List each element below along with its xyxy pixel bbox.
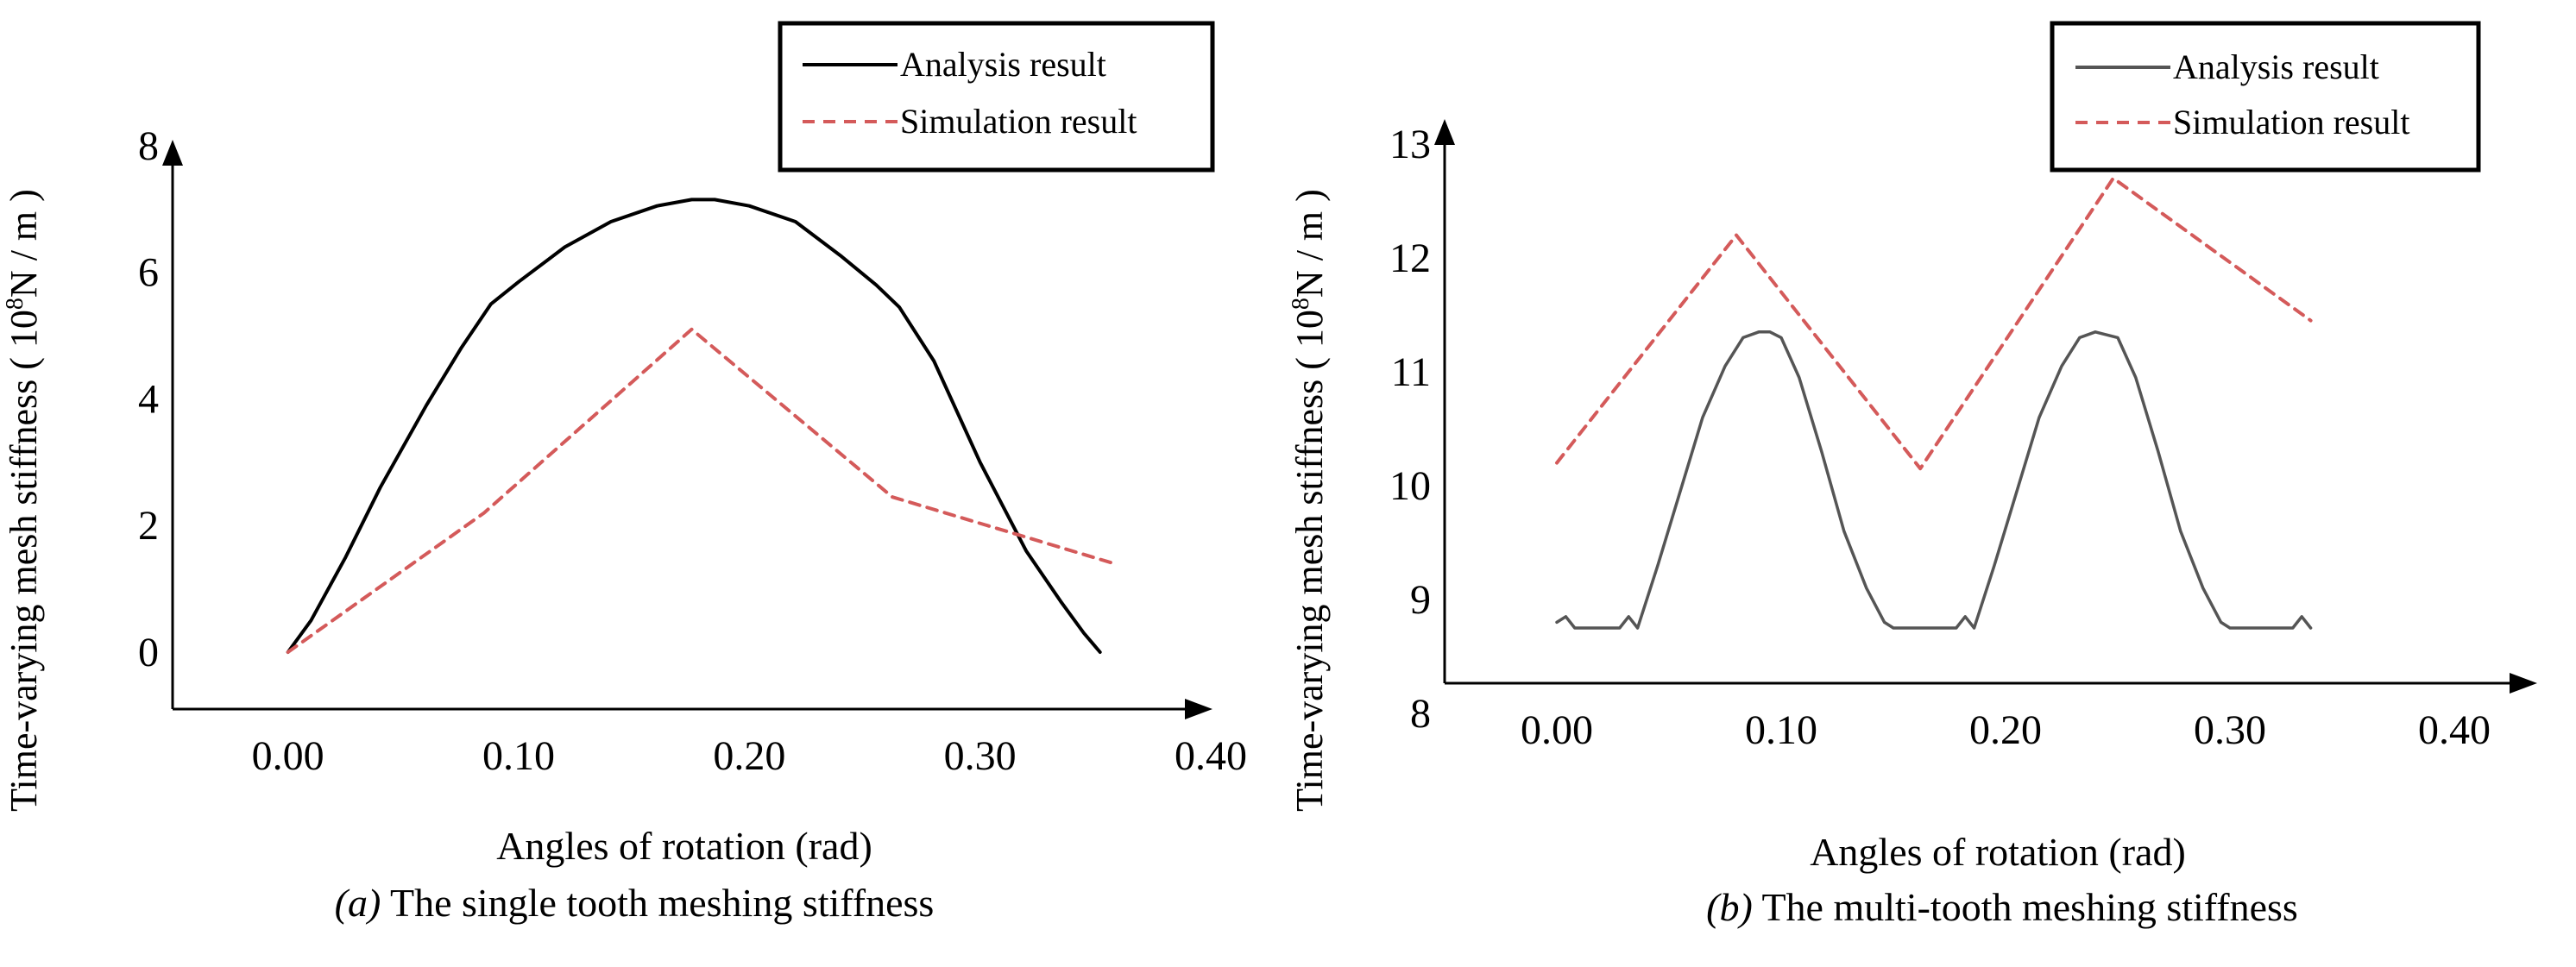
- x-tick-label-b: 0.40: [2418, 707, 2491, 753]
- legend-analysis-label-b: Analysis result: [2173, 47, 2379, 86]
- x-axis-arrowhead-b: [2510, 673, 2537, 694]
- legend-box-a: [778, 21, 1215, 173]
- x-tick-label-b: 0.00: [1521, 707, 1593, 753]
- y-tick-label-a: 6: [138, 250, 159, 296]
- y-tick-label-b: 12: [1389, 235, 1431, 281]
- x-axis-title-a: Angles of rotation (rad): [496, 824, 872, 868]
- legend-simulation-label-a: Simulation result: [900, 102, 1137, 141]
- x-tick-label-b: 0.10: [1745, 707, 1817, 753]
- chart-panel-b: Time-varying mesh stiffness ( 108N / m )…: [1277, 0, 2576, 967]
- y-tick-label-a: 2: [138, 503, 159, 549]
- y-axis-title-b: Time-varying mesh stiffness ( 108N / m ): [1288, 189, 1331, 812]
- caption-tag-a: (a): [334, 881, 381, 925]
- y-tick-label-b: 9: [1410, 577, 1431, 623]
- y-tick-label-b: 11: [1391, 349, 1431, 395]
- y-axis-arrowhead-b: [1434, 119, 1455, 145]
- x-tick-label-a: 0.20: [713, 733, 785, 779]
- x-axis-title-b: Angles of rotation (rad): [1810, 830, 2186, 874]
- x-tick-label-a: 0.30: [944, 733, 1017, 779]
- y-axis-arrowhead-a: [162, 140, 183, 166]
- legend-simulation-label-b: Simulation result: [2173, 103, 2409, 141]
- x-axis-arrowhead-a: [1185, 699, 1212, 719]
- y-axis-title-a: Time-varying mesh stiffness ( 108N / m ): [2, 189, 45, 812]
- simulation-series-line-b: [1555, 176, 2313, 471]
- y-tick-label-a: 0: [138, 630, 159, 675]
- legend-box-b: [2050, 21, 2481, 173]
- analysis-series-line-a: [286, 198, 1102, 654]
- caption-b: (b) The multi-tooth meshing stiffness: [1571, 884, 2434, 930]
- chart-b-svg: Time-varying mesh stiffness ( 108N / m )…: [1288, 21, 2537, 874]
- legend-b: Analysis result Simulation result: [2050, 21, 2481, 173]
- x-tick-label-a: 0.10: [482, 733, 555, 779]
- y-tick-label-b: 8: [1410, 691, 1431, 737]
- caption-text-a: The single tooth meshing stiffness: [389, 881, 935, 925]
- x-tick-label-b: 0.20: [1969, 707, 2042, 753]
- caption-text-b: The multi-tooth meshing stiffness: [1761, 885, 2298, 929]
- caption-tag-b: (b): [1706, 885, 1753, 929]
- caption-a: (a) The single tooth meshing stiffness: [220, 880, 1049, 926]
- y-tick-label-b: 13: [1389, 122, 1431, 167]
- chart-a-svg: Time-varying mesh stiffness ( 108N / m )…: [2, 21, 1247, 868]
- y-tick-label-a: 4: [138, 376, 159, 422]
- x-tick-label-a: 0.00: [252, 733, 324, 779]
- chart-panel-a: Time-varying mesh stiffness ( 108N / m )…: [0, 0, 1277, 967]
- y-tick-label-b: 10: [1389, 463, 1431, 509]
- legend-analysis-label-a: Analysis result: [900, 45, 1106, 84]
- y-tick-label-a: 8: [138, 123, 159, 169]
- x-tick-label-a: 0.40: [1175, 733, 1247, 779]
- analysis-series-line-b: [1555, 330, 2313, 630]
- simulation-series-line-a: [286, 327, 1116, 654]
- legend-a: Analysis result Simulation result: [778, 21, 1215, 173]
- x-tick-label-b: 0.30: [2194, 707, 2266, 753]
